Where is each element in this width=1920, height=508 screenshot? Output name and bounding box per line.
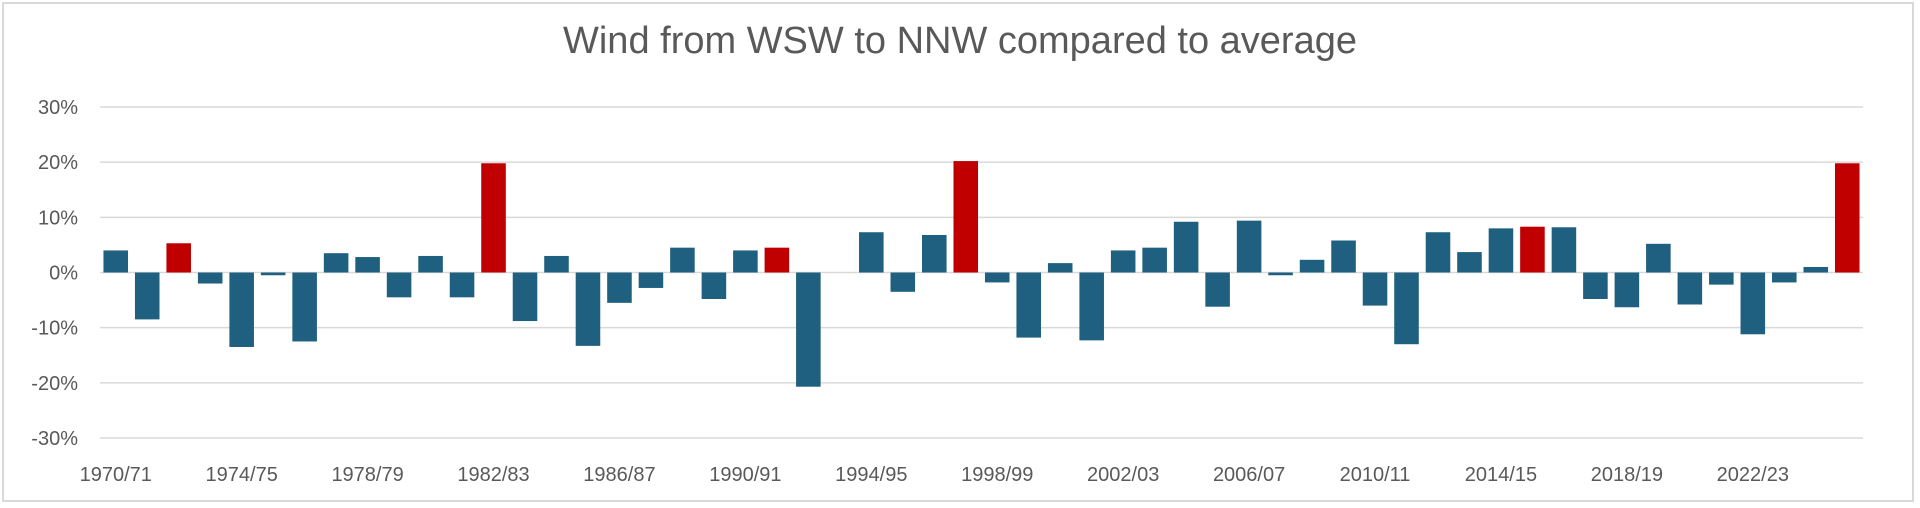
bar	[292, 272, 317, 342]
x-tick-label: 1982/83	[457, 464, 529, 486]
bar	[607, 272, 632, 303]
y-tick-label: -30%	[31, 428, 78, 450]
x-axis-ticks: 1970/71 1974/75 1978/79 1982/83 1986/87 1990/…	[80, 464, 1789, 486]
y-tick-label: 20%	[38, 152, 78, 174]
bar-highlighted	[166, 243, 191, 273]
x-tick-label: 2006/07	[1213, 464, 1285, 486]
bar	[1803, 266, 1829, 273]
bar	[229, 272, 254, 347]
x-tick-label: 1978/79	[331, 464, 403, 486]
bar	[1614, 272, 1640, 308]
bar	[1646, 243, 1671, 273]
bar	[1394, 272, 1419, 345]
bar	[1205, 272, 1230, 307]
bar	[1709, 272, 1734, 285]
x-tick-label: 1974/75	[206, 464, 278, 486]
bar	[1425, 232, 1451, 273]
x-tick-label: 2014/15	[1465, 464, 1537, 486]
bar	[921, 234, 947, 273]
bar	[638, 272, 664, 288]
bar	[1016, 272, 1042, 338]
bar	[134, 272, 160, 320]
x-tick-label: 2010/11	[1340, 464, 1411, 486]
bar	[386, 272, 412, 298]
bar	[1677, 272, 1703, 305]
bar	[1362, 272, 1388, 306]
bar	[1236, 220, 1262, 273]
bar	[544, 255, 569, 273]
bar	[670, 247, 695, 273]
bar	[890, 272, 916, 292]
x-tick-label: 1994/95	[835, 464, 907, 486]
bar	[260, 272, 286, 276]
bar	[355, 257, 380, 273]
bar	[1551, 227, 1577, 273]
bar	[1299, 259, 1325, 273]
bar-highlighted	[1520, 226, 1545, 273]
bar	[197, 272, 223, 284]
bar	[701, 272, 727, 299]
y-tick-label: 30%	[38, 97, 78, 119]
bar	[1457, 252, 1482, 273]
bar-highlighted	[481, 163, 506, 273]
bar	[1110, 250, 1136, 273]
bar	[103, 250, 129, 273]
chart-title: Wind from WSW to NNW compared to average	[563, 20, 1357, 62]
y-axis-ticks: 30% 20% 10% 0% -10% -20% -30%	[31, 97, 78, 450]
y-tick-label: 10%	[38, 207, 78, 229]
x-tick-label: 1986/87	[583, 464, 655, 486]
bar	[733, 250, 758, 273]
bar-highlighted	[764, 247, 790, 273]
bar-highlighted	[953, 161, 979, 273]
bar	[575, 272, 601, 346]
bar	[1583, 272, 1608, 299]
bar	[1142, 247, 1167, 273]
x-tick-label: 2002/03	[1087, 464, 1159, 486]
bar	[449, 272, 475, 298]
y-tick-label: -10%	[31, 318, 78, 340]
bar	[512, 272, 538, 322]
x-tick-label: 1970/71	[80, 464, 152, 486]
bar	[418, 255, 443, 273]
bars	[103, 161, 1860, 387]
x-tick-label: 1998/99	[961, 464, 1033, 486]
bar	[984, 272, 1010, 283]
bar	[1488, 228, 1514, 273]
x-tick-label: 1990/91	[709, 464, 781, 486]
bar	[1772, 272, 1797, 283]
bar	[1047, 263, 1073, 273]
x-tick-label: 2018/19	[1591, 464, 1663, 486]
y-tick-label: 0%	[49, 263, 78, 285]
y-tick-label: -20%	[31, 373, 78, 395]
bar	[1740, 272, 1766, 335]
bar	[1268, 272, 1293, 276]
bar	[323, 253, 349, 273]
bar	[1173, 221, 1199, 273]
x-tick-label: 2022/23	[1717, 464, 1789, 486]
bar	[1079, 272, 1104, 341]
bar-highlighted	[1834, 163, 1860, 273]
bar	[859, 232, 884, 273]
bar	[1331, 240, 1356, 273]
bar	[796, 272, 821, 387]
